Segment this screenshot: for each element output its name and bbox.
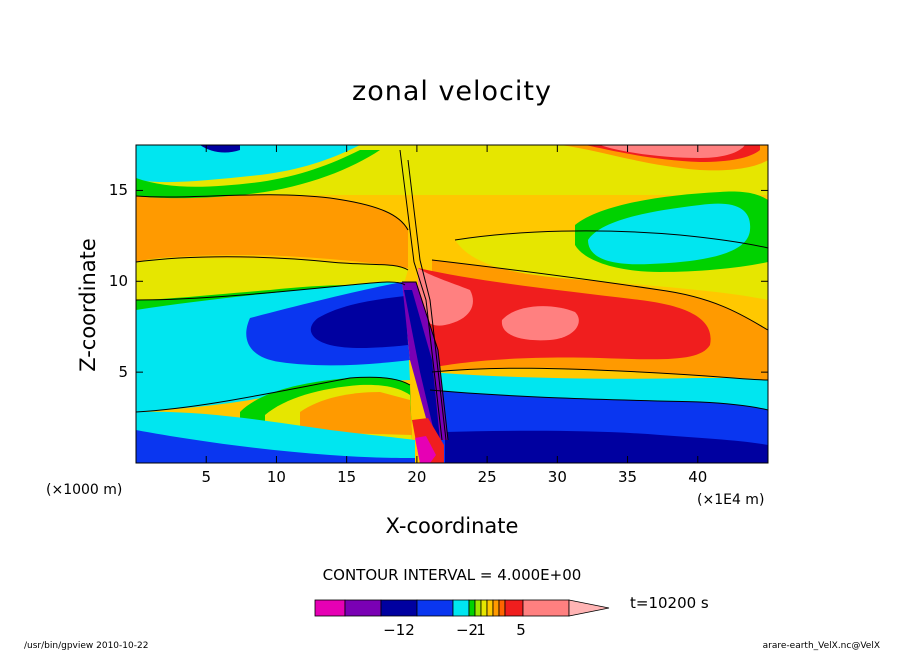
legend-swatch <box>344 599 382 617</box>
legend-swatch <box>380 599 418 617</box>
legend-swatch <box>480 599 488 617</box>
y-tick-marks <box>136 189 768 373</box>
y-tick-label: 5 <box>118 363 128 382</box>
legend-swatch <box>498 599 506 617</box>
legend-swatch <box>492 599 500 617</box>
left-bottom-blue <box>136 430 415 463</box>
contour-field <box>136 145 768 463</box>
x-axis-label: X-coordinate <box>385 514 519 538</box>
legend-swatch <box>522 599 570 617</box>
contour-interval: CONTOUR INTERVAL = 4.000E+00 <box>322 566 582 584</box>
x-unit-right: (×1E4 m) <box>697 492 765 508</box>
legend-label: −12 <box>383 621 415 639</box>
contour-lines <box>136 149 768 441</box>
right-pink-region-2 <box>501 306 579 341</box>
y-tick-label: 10 <box>108 272 128 291</box>
plot-frame <box>135 144 769 464</box>
legend-swatch <box>416 599 454 617</box>
front-strip-magenta <box>415 436 436 463</box>
legend-swatch <box>468 599 476 617</box>
left-darkblue-region <box>310 296 408 349</box>
x-tick-label: 5 <box>201 468 211 486</box>
color-legend <box>314 599 610 617</box>
legend-swatch <box>486 599 494 617</box>
left-lower-orange <box>300 392 412 435</box>
legend-label: −2 <box>455 621 479 639</box>
legend-arrow <box>568 599 610 617</box>
right-upper-pink <box>600 145 745 158</box>
footer-left: /usr/bin/gpview 2010-10-22 <box>24 641 149 651</box>
legend-swatch <box>452 599 470 617</box>
legend-label: 5 <box>516 621 526 639</box>
legend-swatch <box>474 599 482 617</box>
left-upper-green <box>136 150 380 199</box>
x-tick-label: 25 <box>477 468 497 486</box>
y-axis-label: Z-coordinate <box>76 238 100 372</box>
left-upper-cyan <box>136 145 360 183</box>
x-tick-label: 30 <box>547 468 567 486</box>
legend-swatch <box>504 599 524 617</box>
front-strip-darkblue <box>404 290 440 440</box>
x-tick-label: 20 <box>407 468 427 486</box>
x-tick-marks <box>205 145 699 463</box>
x-tick-label: 15 <box>337 468 357 486</box>
x-tick-label: 40 <box>688 468 708 486</box>
chart-title: zonal velocity <box>352 76 552 107</box>
top-darkblue-spot <box>200 145 240 153</box>
right-bottom-darkblue <box>445 430 768 463</box>
left-orange-band <box>136 194 408 268</box>
time-label: t=10200 s <box>630 594 709 612</box>
left-yellow-band <box>136 255 408 300</box>
x-tick-label: 10 <box>266 468 286 486</box>
footer-right: arare-earth_VelX.nc@VelX <box>762 641 880 651</box>
legend-label: 1 <box>476 621 486 639</box>
y-tick-label: 15 <box>108 181 128 200</box>
legend-swatch <box>314 599 346 617</box>
x-tick-label: 35 <box>618 468 638 486</box>
x-unit-left: (×1000 m) <box>46 482 123 498</box>
